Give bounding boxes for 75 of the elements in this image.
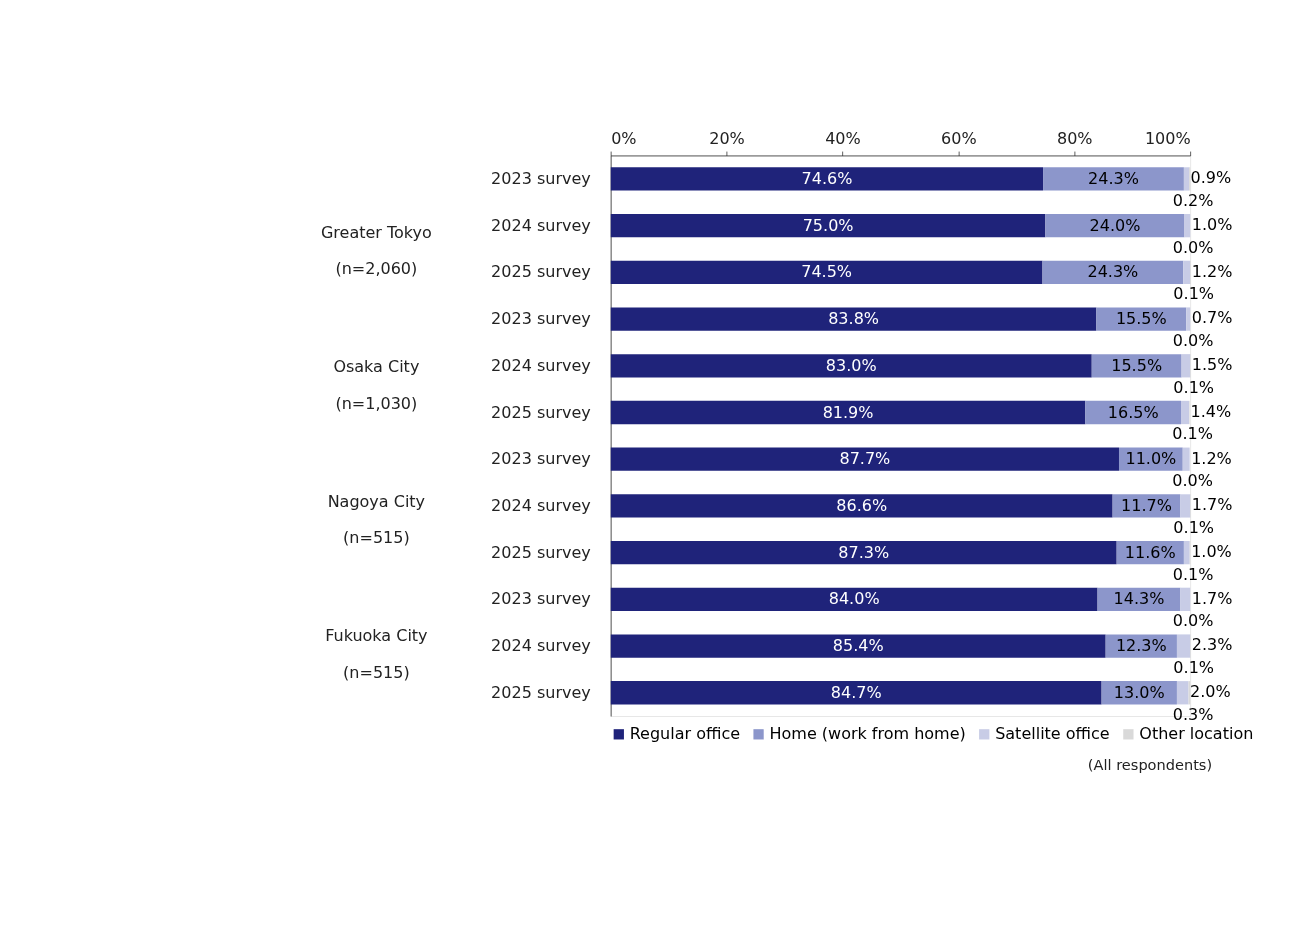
data-label: 11.0% [1125, 449, 1177, 469]
data-label: 0.9% [1190, 168, 1232, 188]
legend-label: Satellite office [995, 724, 1110, 744]
y-tick-label: 2025 survey [491, 682, 591, 702]
data-label: 1.0% [1191, 542, 1232, 561]
data-label: 2.3% [1191, 635, 1233, 655]
data-label: 83.0% [825, 355, 877, 375]
data-label: 1.7% [1191, 495, 1233, 515]
data-label: 16.5% [1107, 402, 1159, 422]
data-label: 74.6% [801, 169, 853, 189]
data-label: 0.2% [1172, 190, 1214, 210]
data-label: 24.3% [1088, 169, 1139, 189]
data-label: 81.9% [822, 402, 874, 422]
y-tick-label: 2024 survey [491, 496, 591, 516]
x-tick-label: 60% [941, 128, 977, 148]
x-tick-label: 40% [825, 128, 861, 148]
legend-label: Regular office [629, 724, 741, 744]
data-label: 74.5% [801, 262, 853, 282]
data-label: 24.3% [1087, 262, 1139, 282]
text: (All respondents) [1087, 756, 1213, 773]
data-label: 2.0% [1189, 682, 1231, 702]
data-label: 1.2% [1191, 261, 1233, 281]
data-label: 0.0% [1172, 331, 1214, 350]
data-label: 13.0% [1113, 682, 1165, 702]
data-label: 0.1% [1173, 657, 1215, 677]
data-label: 75.0% [802, 215, 854, 235]
x-tick-label: 0% [611, 128, 637, 148]
data-label: 1.5% [1191, 355, 1233, 375]
x-tick-label: 80% [1056, 128, 1093, 148]
data-label: 0.1% [1173, 517, 1215, 537]
data-label: 85.4% [832, 636, 884, 656]
text: Nagoya City (n=515) [327, 491, 426, 548]
legend-label: Other location [1139, 724, 1254, 744]
data-label: 0.1% [1172, 564, 1214, 584]
data-label: 87.3% [838, 542, 890, 562]
data-label: 84.0% [828, 589, 880, 609]
data-label: 11.7% [1121, 496, 1172, 516]
x-tick-label: 20% [709, 128, 745, 148]
data-label: 0.0% [1172, 237, 1214, 257]
data-label: 15.5% [1115, 309, 1167, 329]
x-tick-label: 100% [1144, 128, 1191, 148]
y-tick-label: 2023 survey [491, 309, 591, 329]
data-label: 0.0% [1172, 471, 1213, 491]
y-tick-label: 2024 survey [491, 355, 591, 375]
data-label: 1.4% [1190, 401, 1232, 421]
y-tick-label: 2025 survey [491, 542, 591, 562]
data-label: 0.1% [1172, 424, 1213, 444]
data-label: 0.1% [1173, 377, 1215, 397]
y-tick-label: 2023 survey [491, 449, 591, 469]
data-label: 84.7% [830, 682, 882, 702]
data-label: 12.3% [1115, 636, 1167, 656]
data-label: 0.1% [1173, 284, 1215, 304]
data-label: 0.3% [1172, 704, 1214, 724]
data-label: 83.8% [828, 309, 879, 329]
data-label: 1.0% [1191, 215, 1233, 235]
data-label: 15.5% [1111, 355, 1163, 375]
y-tick-label: 2025 survey [491, 262, 591, 282]
data-label: 87.7% [839, 449, 891, 469]
legend-label: Home (work from home) [769, 724, 966, 744]
y-tick-label: 2023 survey [491, 169, 591, 189]
y-tick-label: 2024 survey [491, 636, 591, 656]
text: Osaka City (n=1,030) [333, 357, 420, 413]
y-tick-label: 2025 survey [491, 402, 591, 422]
text: Greater Tokyo (n=2,060) [320, 222, 432, 279]
data-label: 11.6% [1124, 542, 1176, 562]
data-label: 24.0% [1089, 215, 1141, 235]
data-label: 14.3% [1113, 589, 1165, 609]
y-tick-label: 2024 survey [491, 215, 591, 235]
y-tick-label: 2023 survey [491, 589, 591, 609]
data-label: 0.7% [1191, 308, 1233, 328]
data-label: 0.0% [1172, 611, 1214, 631]
data-label: 1.7% [1191, 588, 1233, 608]
data-label: 1.2% [1191, 448, 1232, 468]
text: Fukuoka City (n=515) [325, 626, 428, 682]
data-label: 86.6% [836, 496, 888, 516]
